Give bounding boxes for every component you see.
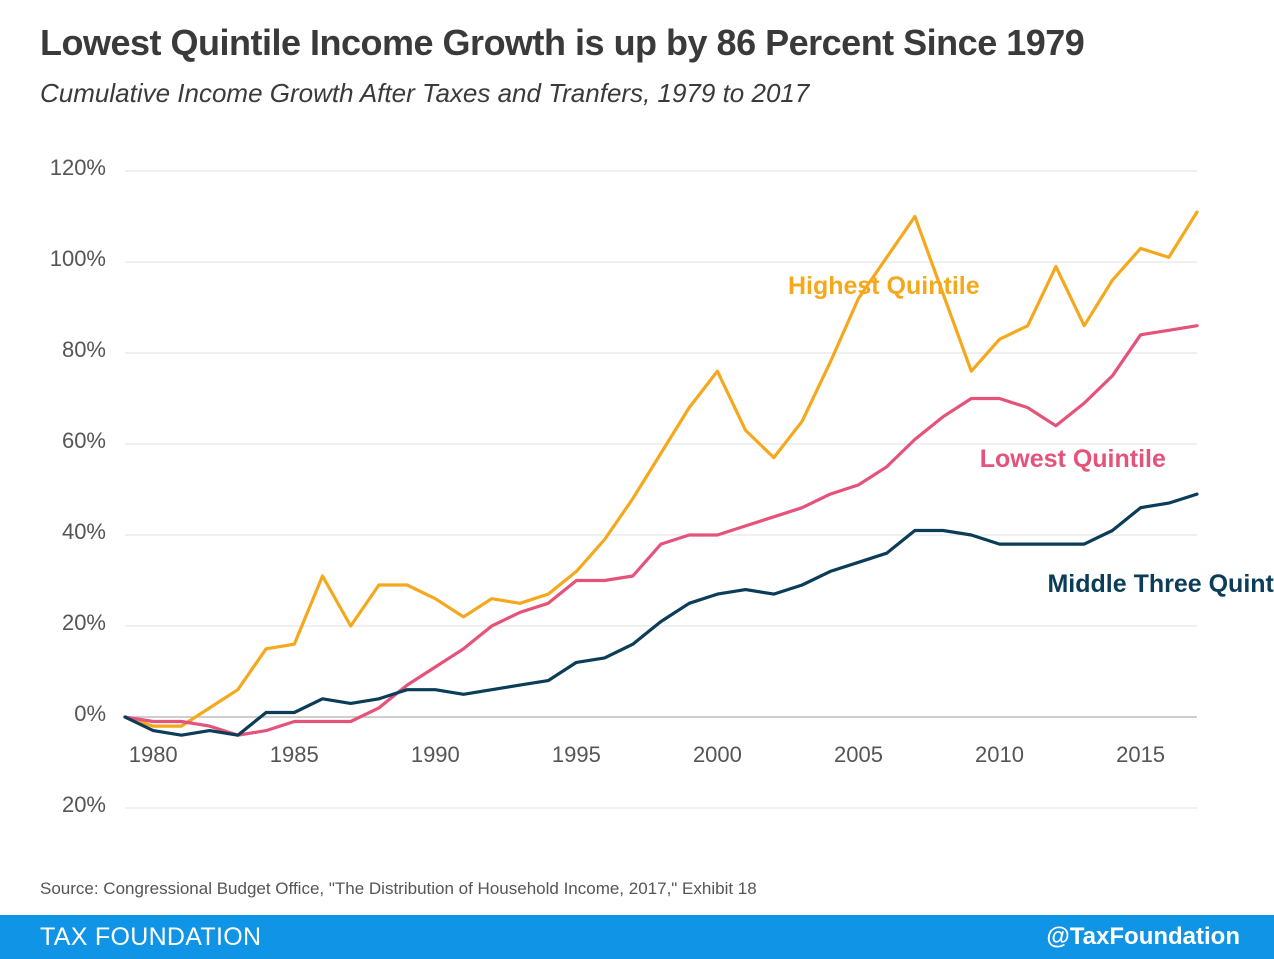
y-tick-label: 80%: [62, 337, 106, 362]
y-tick-label: 20%: [62, 610, 106, 635]
series-labels: Highest Quintile Lowest Quintile Middle Th…: [788, 272, 1274, 598]
x-tick-label: 2000: [693, 742, 742, 767]
series-line-1: [123, 324, 1199, 737]
x-tick-label: 2015: [1116, 742, 1165, 767]
footer-bar: TAX FOUNDATION @TaxFoundation: [0, 915, 1274, 959]
series-lines: [123, 210, 1199, 737]
series-line-2: [123, 492, 1199, 737]
chart-title: Lowest Quintile Income Growth is up by 8…: [40, 22, 1085, 63]
series-label-1: Lowest Quintile: [980, 445, 1166, 473]
y-axis-ticks: 20% 0% 20% 40% 60% 80% 100% 120%: [50, 155, 106, 817]
x-tick-label: 1980: [129, 742, 178, 767]
gridlines: [125, 170, 1197, 809]
source-note: Source: Congressional Budget Office, "Th…: [40, 879, 757, 898]
x-tick-label: 1990: [411, 742, 460, 767]
series-line-0: [123, 210, 1199, 728]
line-chart: 20%0%20%40%60%80%100%120% 1980 1985 1990 19…: [50, 155, 1274, 817]
chart-subtitle: Cumulative Income Growth After Taxes and…: [40, 78, 810, 108]
y-tick-label: 0%: [74, 701, 106, 726]
footer-brand: TAX FOUNDATION: [40, 923, 262, 951]
y-tick-label: 120%: [50, 155, 106, 180]
series-label-2: Middle Three Quintiles: [1047, 570, 1274, 598]
y-tick-label: 20%: [62, 792, 106, 817]
x-axis-ticks: 1980 1985 1990 1995 2000 2005 2010 2015: [129, 742, 1165, 767]
x-tick-label: 2010: [975, 742, 1024, 767]
x-tick-label: 1985: [270, 742, 319, 767]
footer-handle[interactable]: @TaxFoundation: [1046, 923, 1240, 950]
x-tick-label: 1995: [552, 742, 601, 767]
y-tick-label: 100%: [50, 246, 106, 271]
x-tick-label: 2005: [834, 742, 883, 767]
series-label-0: Highest Quintile: [788, 272, 980, 300]
y-tick-label: 40%: [62, 519, 106, 544]
y-tick-label: 60%: [62, 428, 106, 453]
